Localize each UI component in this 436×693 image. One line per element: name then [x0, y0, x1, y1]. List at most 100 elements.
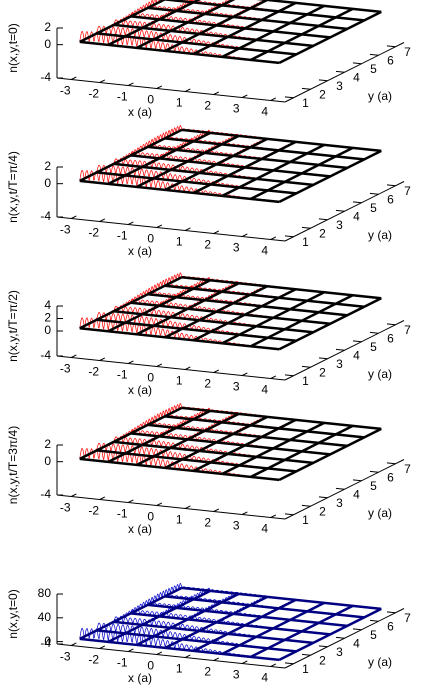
x-tick-label: 2: [204, 665, 211, 679]
x-axis-label: x (a): [128, 105, 152, 119]
lattice-line: [147, 423, 348, 448]
y-tick-label: 5: [370, 62, 377, 76]
x-axis-label: x (a): [128, 522, 152, 536]
density-trace: [79, 448, 280, 481]
y-tick: [386, 462, 396, 465]
y-axis-label: y (a): [368, 367, 392, 381]
lattice-line: [147, 145, 348, 170]
x-axis-label: x (a): [128, 244, 152, 258]
lattice-line: [164, 284, 365, 308]
x-tick-label: 0: [147, 371, 154, 385]
y-tick-label: 5: [370, 479, 377, 493]
x-tick-label: 3: [233, 380, 240, 394]
lattice-line: [147, 6, 348, 31]
x-tick: [213, 91, 220, 95]
lattice-line: [96, 32, 297, 56]
x-tick: [156, 651, 163, 655]
y-tick-label: 6: [387, 53, 394, 67]
lattice-line: [96, 171, 297, 195]
y-tick-label: 6: [387, 619, 394, 633]
lattice-line: [181, 276, 382, 300]
lattice-line: [164, 137, 365, 161]
y-tick: [318, 357, 328, 360]
lattice-line: [130, 612, 331, 636]
y-tick: [386, 611, 396, 614]
y-tick-label: 2: [319, 87, 326, 101]
lattice-line: [130, 15, 331, 39]
y-tick: [386, 45, 396, 48]
x-tick-label: 2: [204, 99, 211, 113]
z-tick-label: -4: [40, 348, 51, 362]
lattice-line: [256, 0, 382, 14]
lattice-line: [96, 449, 297, 473]
x-tick-label: -1: [117, 368, 128, 382]
x-tick: [185, 227, 191, 231]
x-tick-label: -2: [88, 365, 99, 379]
y-tick-label: 1: [302, 235, 309, 249]
x-tick-label: -3: [60, 650, 71, 664]
x-tick-label: -1: [117, 507, 128, 521]
y-tick: [335, 487, 345, 490]
x-tick-label: 1: [176, 662, 183, 676]
y-tick-label: 6: [387, 470, 394, 484]
y-tick-label: 1: [302, 662, 309, 676]
x-tick: [185, 654, 191, 658]
y-tick: [352, 628, 362, 631]
x-tick: [99, 79, 106, 83]
x-tick: [71, 76, 77, 80]
y-tick: [301, 226, 311, 229]
x-tick: [99, 496, 106, 500]
z-axis-label: n(x,y,t=0): [6, 23, 20, 72]
z-tick-label: -4: [40, 636, 51, 650]
lattice-line: [79, 637, 280, 662]
density-trace: [79, 31, 280, 64]
y-tick: [284, 374, 294, 377]
x-tick-label: 4: [261, 105, 268, 119]
y-tick: [386, 323, 396, 326]
lattice-line: [147, 603, 348, 628]
x-tick-label: -1: [117, 90, 128, 104]
x-tick-label: -2: [88, 87, 99, 101]
x-tick-label: 1: [176, 374, 183, 388]
z-tick-label: 80: [38, 586, 52, 600]
z-tick-label: 2: [44, 159, 51, 173]
y-tick-label: 2: [319, 504, 326, 518]
x-tick: [99, 218, 106, 222]
y-tick-label: 4: [353, 487, 360, 501]
x-tick-label: -2: [88, 226, 99, 240]
y-tick-label: 2: [319, 653, 326, 667]
x-tick: [242, 511, 248, 515]
x-tick: [99, 357, 106, 361]
lattice-line: [164, 595, 365, 619]
x-tick-label: -1: [117, 229, 128, 243]
y-axis-label: y (a): [368, 506, 392, 520]
x-tick-label: 1: [176, 96, 183, 110]
x-tick: [185, 505, 191, 509]
y-tick: [369, 331, 379, 334]
x-tick: [242, 233, 248, 237]
z-tick-label: 2: [44, 437, 51, 451]
z-tick-label: 2: [44, 20, 51, 34]
x-tick-label: 4: [261, 671, 268, 685]
y-tick: [301, 87, 311, 90]
x-tick-label: 2: [204, 516, 211, 530]
z-tick-label: 40: [38, 610, 52, 624]
y-tick-label: 1: [302, 96, 309, 110]
x-tick: [128, 499, 134, 503]
y-tick-label: 4: [353, 348, 360, 362]
y-tick-label: 3: [336, 645, 343, 659]
x-tick: [213, 657, 220, 661]
y-tick-label: 7: [404, 611, 411, 625]
y-tick: [301, 365, 311, 368]
x-tick-label: -2: [88, 504, 99, 518]
x-tick: [128, 221, 134, 225]
x-tick: [156, 502, 163, 506]
z-tick-label: 0: [44, 176, 51, 190]
y-tick: [284, 513, 294, 516]
x-tick: [156, 85, 163, 89]
x-tick: [71, 642, 77, 646]
y-tick: [352, 62, 362, 65]
y-tick: [318, 218, 328, 221]
y-tick: [352, 340, 362, 343]
